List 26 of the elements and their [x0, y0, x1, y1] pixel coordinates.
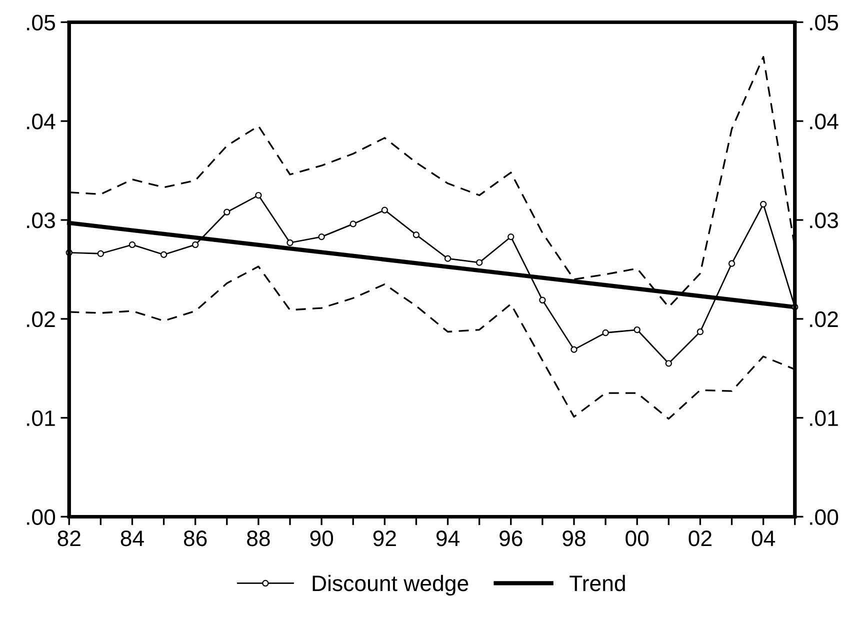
x-tick-label: 86 — [184, 530, 207, 546]
x-tick-label: 82 — [58, 530, 80, 546]
y-tick-label: .01 — [27, 410, 55, 426]
y2-tick-label: .04 — [810, 114, 838, 130]
y-tick-label: .04 — [27, 114, 56, 130]
y2-tick-label: .02 — [810, 311, 838, 328]
x-tick-label: 92 — [373, 530, 396, 546]
x-tick-label: 96 — [500, 530, 522, 546]
x-tick-label: 98 — [562, 530, 586, 546]
legend-label: Trend — [570, 574, 625, 592]
x-tick-label: 88 — [247, 530, 270, 546]
x-tick-label: 94 — [436, 530, 460, 546]
y-tick-label: .05 — [27, 14, 55, 30]
x-tick-label: 04 — [752, 530, 776, 546]
x-tick-label: 02 — [688, 530, 712, 546]
x-tick-label: 90 — [310, 530, 334, 546]
x-tick-label: 00 — [626, 530, 649, 546]
y-tick-label: .02 — [27, 311, 55, 328]
y-tick-label: .00 — [27, 509, 56, 525]
y2-tick-label: .01 — [810, 410, 838, 426]
x-tick-label: 84 — [120, 530, 144, 546]
y2-tick-label: .05 — [810, 14, 838, 30]
y2-tick-label: .03 — [810, 212, 838, 228]
y-tick-label: .03 — [27, 212, 55, 228]
legend-label: Discount wedge — [312, 574, 468, 596]
y2-tick-label: .00 — [810, 509, 838, 525]
